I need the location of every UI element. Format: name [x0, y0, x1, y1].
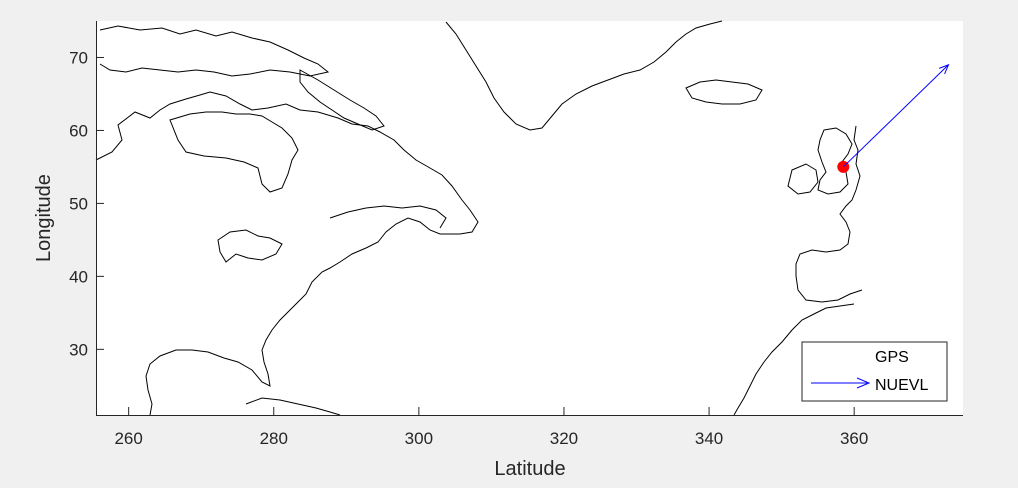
x-ticks: 260 280 300 320 340 360: [114, 407, 868, 448]
data-marks: [837, 63, 950, 173]
legend-entry-gps: GPS: [875, 349, 909, 366]
coastlines: [95, 20, 863, 416]
x-tick-label: 340: [695, 429, 723, 448]
coast-iceland: [685, 79, 763, 105]
coast-greenland: [445, 20, 723, 131]
x-tick-label: 320: [550, 429, 578, 448]
legend-entry-nuevl: NUEVL: [875, 377, 928, 394]
coast-cuba: [245, 397, 341, 416]
legend-box: [801, 341, 948, 402]
x-tick-label: 260: [114, 429, 142, 448]
coast-europe: [795, 125, 863, 303]
y-tick-label: 30: [69, 340, 88, 359]
x-axis-label: Latitude: [494, 458, 565, 480]
y-axis-label: Longitude: [33, 174, 55, 262]
coast-north-america: [95, 91, 479, 416]
x-tick-label: 280: [260, 429, 288, 448]
y-tick-label: 50: [69, 194, 88, 213]
y-tick-label: 70: [69, 48, 88, 67]
legend: GPS NUEVL: [801, 341, 948, 402]
y-ticks: 30 40 50 60 70: [69, 48, 104, 359]
legend-arrow-head: [856, 377, 871, 389]
vector-shaft: [842, 64, 949, 168]
x-tick-label: 300: [405, 429, 433, 448]
coast-africa: [733, 303, 855, 416]
vector-head: [938, 63, 950, 75]
coast-hudson-bay: [169, 111, 299, 193]
coast-ireland: [787, 163, 819, 195]
coast-st-lawrence: [329, 205, 447, 229]
y-tick-label: 60: [69, 121, 88, 140]
coast-great-lakes: [217, 229, 283, 263]
coast-arctic-islands: [99, 25, 330, 77]
x-tick-label: 360: [840, 429, 868, 448]
coast-baffin: [299, 69, 385, 131]
y-tick-label: 40: [69, 267, 88, 286]
coast-great-britain: [817, 127, 853, 195]
